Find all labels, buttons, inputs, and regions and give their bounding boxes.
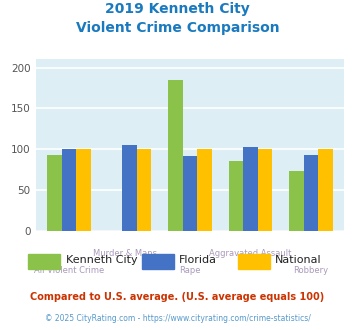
Text: Florida: Florida [179,255,217,265]
Text: Robbery: Robbery [294,266,329,275]
Bar [289,171,304,231]
Text: Rape: Rape [179,266,201,275]
Text: Violent Crime Comparison: Violent Crime Comparison [76,21,279,35]
Text: Compared to U.S. average. (U.S. average equals 100): Compared to U.S. average. (U.S. average … [31,292,324,302]
Bar [304,155,318,231]
Bar [197,149,212,231]
Text: Aggravated Assault: Aggravated Assault [209,249,292,258]
Bar [229,161,243,231]
Text: © 2025 CityRating.com - https://www.cityrating.com/crime-statistics/: © 2025 CityRating.com - https://www.city… [45,314,310,323]
Bar [76,149,91,231]
Text: 2019 Kenneth City: 2019 Kenneth City [105,2,250,16]
Text: Murder & Mans...: Murder & Mans... [93,249,165,258]
Bar [183,156,197,231]
Text: National: National [275,255,322,265]
Bar [318,149,333,231]
Bar [61,149,76,231]
Bar [122,145,137,231]
Bar [137,149,151,231]
Text: Kenneth City: Kenneth City [66,255,137,265]
Text: All Violent Crime: All Violent Crime [34,266,104,275]
Bar [258,149,272,231]
Bar [47,155,61,231]
Bar [243,147,258,231]
Bar [168,80,183,231]
